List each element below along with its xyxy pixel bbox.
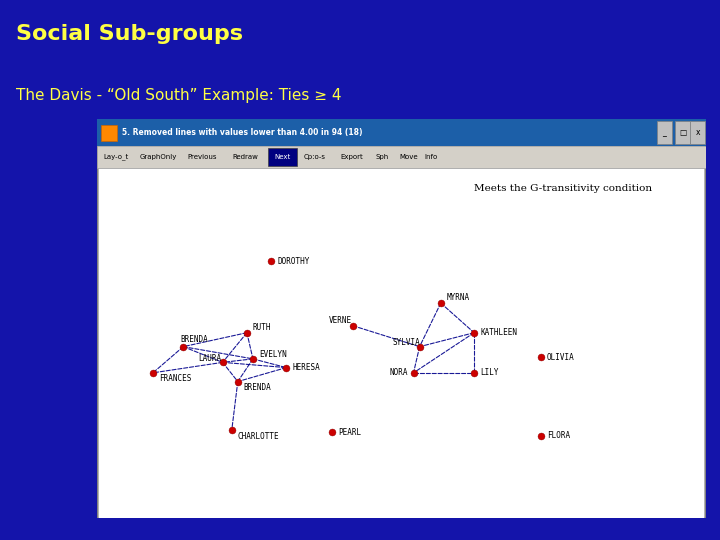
Text: Social Sub-groups: Social Sub-groups <box>16 24 243 44</box>
Bar <box>268 147 297 166</box>
Text: RUTH: RUTH <box>253 323 271 333</box>
Text: Lay-o_t: Lay-o_t <box>103 153 129 160</box>
Text: x: x <box>696 128 700 137</box>
Text: HERESA: HERESA <box>292 363 320 372</box>
Text: Info: Info <box>424 154 437 160</box>
Bar <box>99 168 704 518</box>
Text: FRANCES: FRANCES <box>159 374 192 383</box>
Text: Cp:o-s: Cp:o-s <box>304 154 326 160</box>
Text: Previous: Previous <box>187 154 217 160</box>
Text: EVELYN: EVELYN <box>259 349 287 359</box>
Text: Redraw: Redraw <box>233 154 258 160</box>
Bar <box>97 146 706 168</box>
Text: KATHLEEN: KATHLEEN <box>480 328 517 337</box>
Text: Move: Move <box>399 154 418 160</box>
Text: GraphOnly: GraphOnly <box>140 154 177 160</box>
Bar <box>690 121 705 144</box>
Text: DOROTHY: DOROTHY <box>277 256 310 266</box>
Text: Meets the G-transitivity condition: Meets the G-transitivity condition <box>474 184 652 193</box>
Text: _: _ <box>662 128 666 137</box>
Text: SYLVIA: SYLVIA <box>392 338 420 347</box>
Text: Next: Next <box>274 154 290 160</box>
Bar <box>675 121 690 144</box>
Text: PEARL: PEARL <box>338 428 361 437</box>
Text: Sph: Sph <box>375 154 389 160</box>
Text: □: □ <box>679 128 686 137</box>
Text: BRENDA: BRENDA <box>244 383 271 392</box>
Text: NORA: NORA <box>390 368 408 377</box>
Bar <box>102 125 117 141</box>
Text: The Davis - “Old South” Example: Ties ≥ 4: The Davis - “Old South” Example: Ties ≥ … <box>16 87 341 103</box>
Text: VERNE: VERNE <box>328 316 351 325</box>
Bar <box>97 119 706 146</box>
Text: MYRNA: MYRNA <box>447 293 470 301</box>
Text: BRENDA: BRENDA <box>180 335 208 344</box>
Text: OLIVIA: OLIVIA <box>547 353 575 362</box>
Text: LILY: LILY <box>480 368 499 377</box>
Text: LAURA: LAURA <box>198 354 222 363</box>
Text: 5. Removed lines with values lower than 4.00 in 94 (18): 5. Removed lines with values lower than … <box>122 128 362 137</box>
Text: Export: Export <box>341 154 364 160</box>
Text: FLORA: FLORA <box>547 431 570 440</box>
Text: CHARLOTTE: CHARLOTTE <box>238 432 279 441</box>
Bar <box>657 121 672 144</box>
